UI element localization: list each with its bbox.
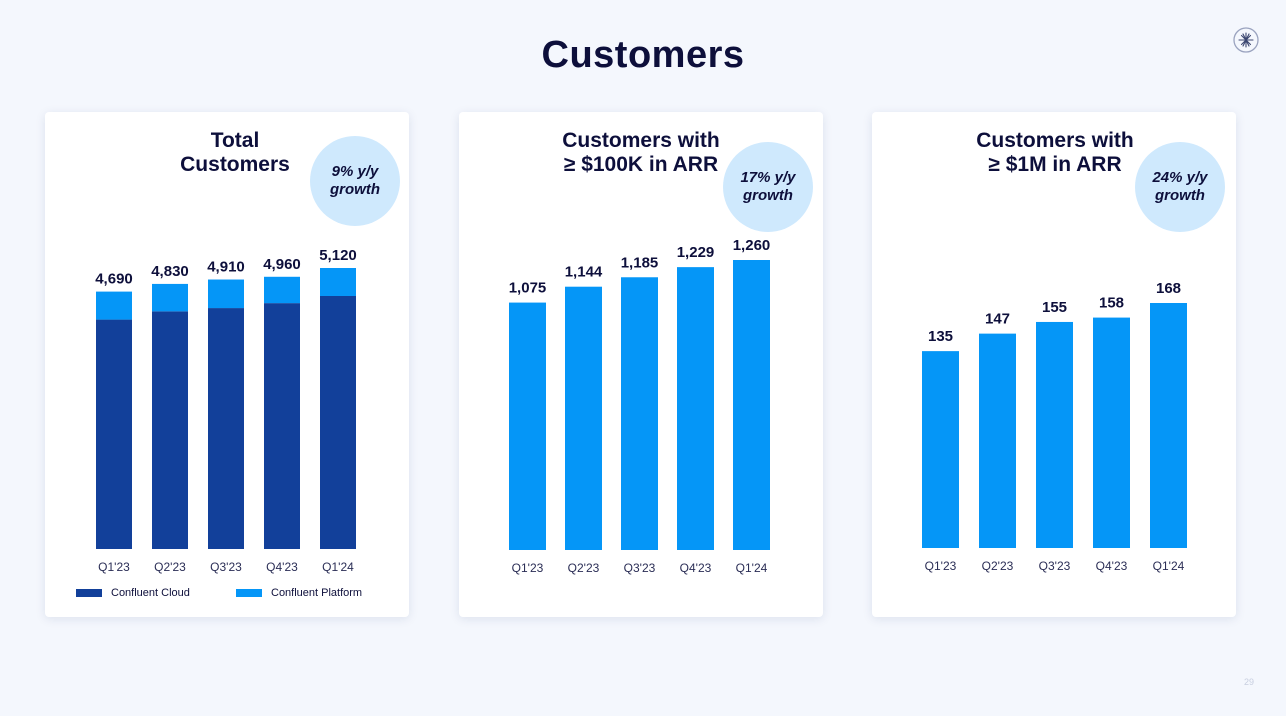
legend-swatch-platform (236, 589, 262, 597)
bar-value-label: 147 (985, 311, 1010, 328)
x-tick-label: Q2'23 (568, 561, 600, 575)
bar (922, 351, 959, 548)
x-tick-label: Q1'23 (512, 561, 544, 575)
legend-swatch-cloud (76, 589, 102, 597)
bar-value-label: 135 (928, 328, 953, 345)
bar-value-label: 1,144 (565, 264, 603, 281)
x-tick-label: Q4'23 (680, 561, 712, 575)
x-tick-label: Q4'23 (1096, 559, 1128, 573)
bar-value-label: 4,960 (263, 256, 301, 273)
bar (1036, 321, 1073, 548)
total-customers-card: Total Customers 9% y/y growth 4,690 Q1'23… (45, 112, 409, 617)
bar-value-label: 1,075 (509, 280, 547, 297)
bar-value-label: 168 (1156, 280, 1181, 297)
growth-badge-text: 24% y/y growth (1152, 169, 1208, 204)
chart-legend: Confluent Cloud Confluent Platform (76, 587, 396, 603)
bar (979, 333, 1016, 548)
total-customers-chart: 4,690 Q1'23 4,830 Q2'23 4,910 Q3'23 4,960 Q4'23… (95, 247, 357, 574)
bar (1093, 317, 1130, 548)
growth-badge: 24% y/y growth (1135, 142, 1225, 232)
bar-confluent-platform (320, 268, 356, 296)
bar-confluent-platform (96, 291, 132, 320)
x-tick-label: Q3'23 (624, 561, 656, 575)
confluent-spark-icon (1233, 27, 1259, 53)
x-tick-label: Q4'23 (266, 560, 298, 574)
x-tick-label: Q2'23 (154, 560, 186, 574)
page-title: Customers (541, 34, 745, 76)
x-tick-label: Q1'24 (1153, 559, 1185, 573)
card-title: Customers with ≥ $100K in ARR (562, 129, 720, 176)
growth-badge: 17% y/y growth (723, 142, 813, 232)
bar (509, 302, 546, 550)
legend-label-cloud: Confluent Cloud (111, 587, 190, 599)
bar-confluent-platform (152, 283, 188, 312)
x-tick-label: Q1'23 (98, 560, 130, 574)
bar-value-label: 155 (1042, 299, 1067, 316)
customers-100k-chart: 1,075 Q1'23 1,144 Q2'23 1,185 Q3'23 1,229 Q4'23… (509, 237, 771, 575)
bar-value-label: 4,910 (207, 259, 245, 276)
x-tick-label: Q3'23 (210, 560, 242, 574)
legend-label-platform: Confluent Platform (271, 587, 363, 599)
bar-confluent-cloud (152, 311, 188, 549)
x-tick-label: Q2'23 (982, 559, 1014, 573)
legend-item-platform: Confluent Platform (236, 587, 362, 599)
bar-value-label: 158 (1099, 295, 1124, 312)
bar-confluent-cloud (208, 308, 244, 549)
bar-confluent-cloud (264, 303, 300, 549)
bar-value-label: 1,185 (621, 254, 659, 271)
page-number: 29 (1244, 677, 1255, 687)
customers-100k-card: Customers with ≥ $100K in ARR 17% y/y gr… (459, 112, 823, 617)
card-title: Customers with ≥ $1M in ARR (976, 129, 1134, 176)
growth-badge-text: 9% y/y growth (330, 163, 380, 198)
x-tick-label: Q1'24 (736, 561, 768, 575)
card-title: Total Customers (180, 129, 290, 176)
customers-1m-card: Customers with ≥ $1M in ARR 24% y/y grow… (872, 112, 1236, 617)
bar (1150, 303, 1187, 548)
x-tick-label: Q1'24 (322, 560, 354, 574)
bar-confluent-cloud (96, 319, 132, 549)
bar-confluent-platform (208, 279, 244, 309)
bar-value-label: 5,120 (319, 247, 357, 264)
bar-confluent-platform (264, 276, 300, 304)
bar (677, 267, 714, 550)
growth-badge: 9% y/y growth (310, 136, 400, 226)
bar-value-label: 1,229 (677, 244, 715, 261)
bar-value-label: 4,690 (95, 271, 133, 288)
bar (733, 260, 770, 550)
customers-1m-chart: 135 Q1'23 147 Q2'23 155 Q3'23 158 Q4'23 168 Q1'24 (922, 280, 1187, 573)
legend-item-cloud: Confluent Cloud (76, 587, 190, 599)
growth-badge-text: 17% y/y growth (740, 169, 796, 204)
x-tick-label: Q1'23 (925, 559, 957, 573)
bar (621, 277, 658, 550)
bar-value-label: 4,830 (151, 263, 189, 280)
bar (565, 286, 602, 550)
bar-confluent-cloud (320, 295, 356, 549)
x-tick-label: Q3'23 (1039, 559, 1071, 573)
bar-value-label: 1,260 (733, 237, 771, 254)
